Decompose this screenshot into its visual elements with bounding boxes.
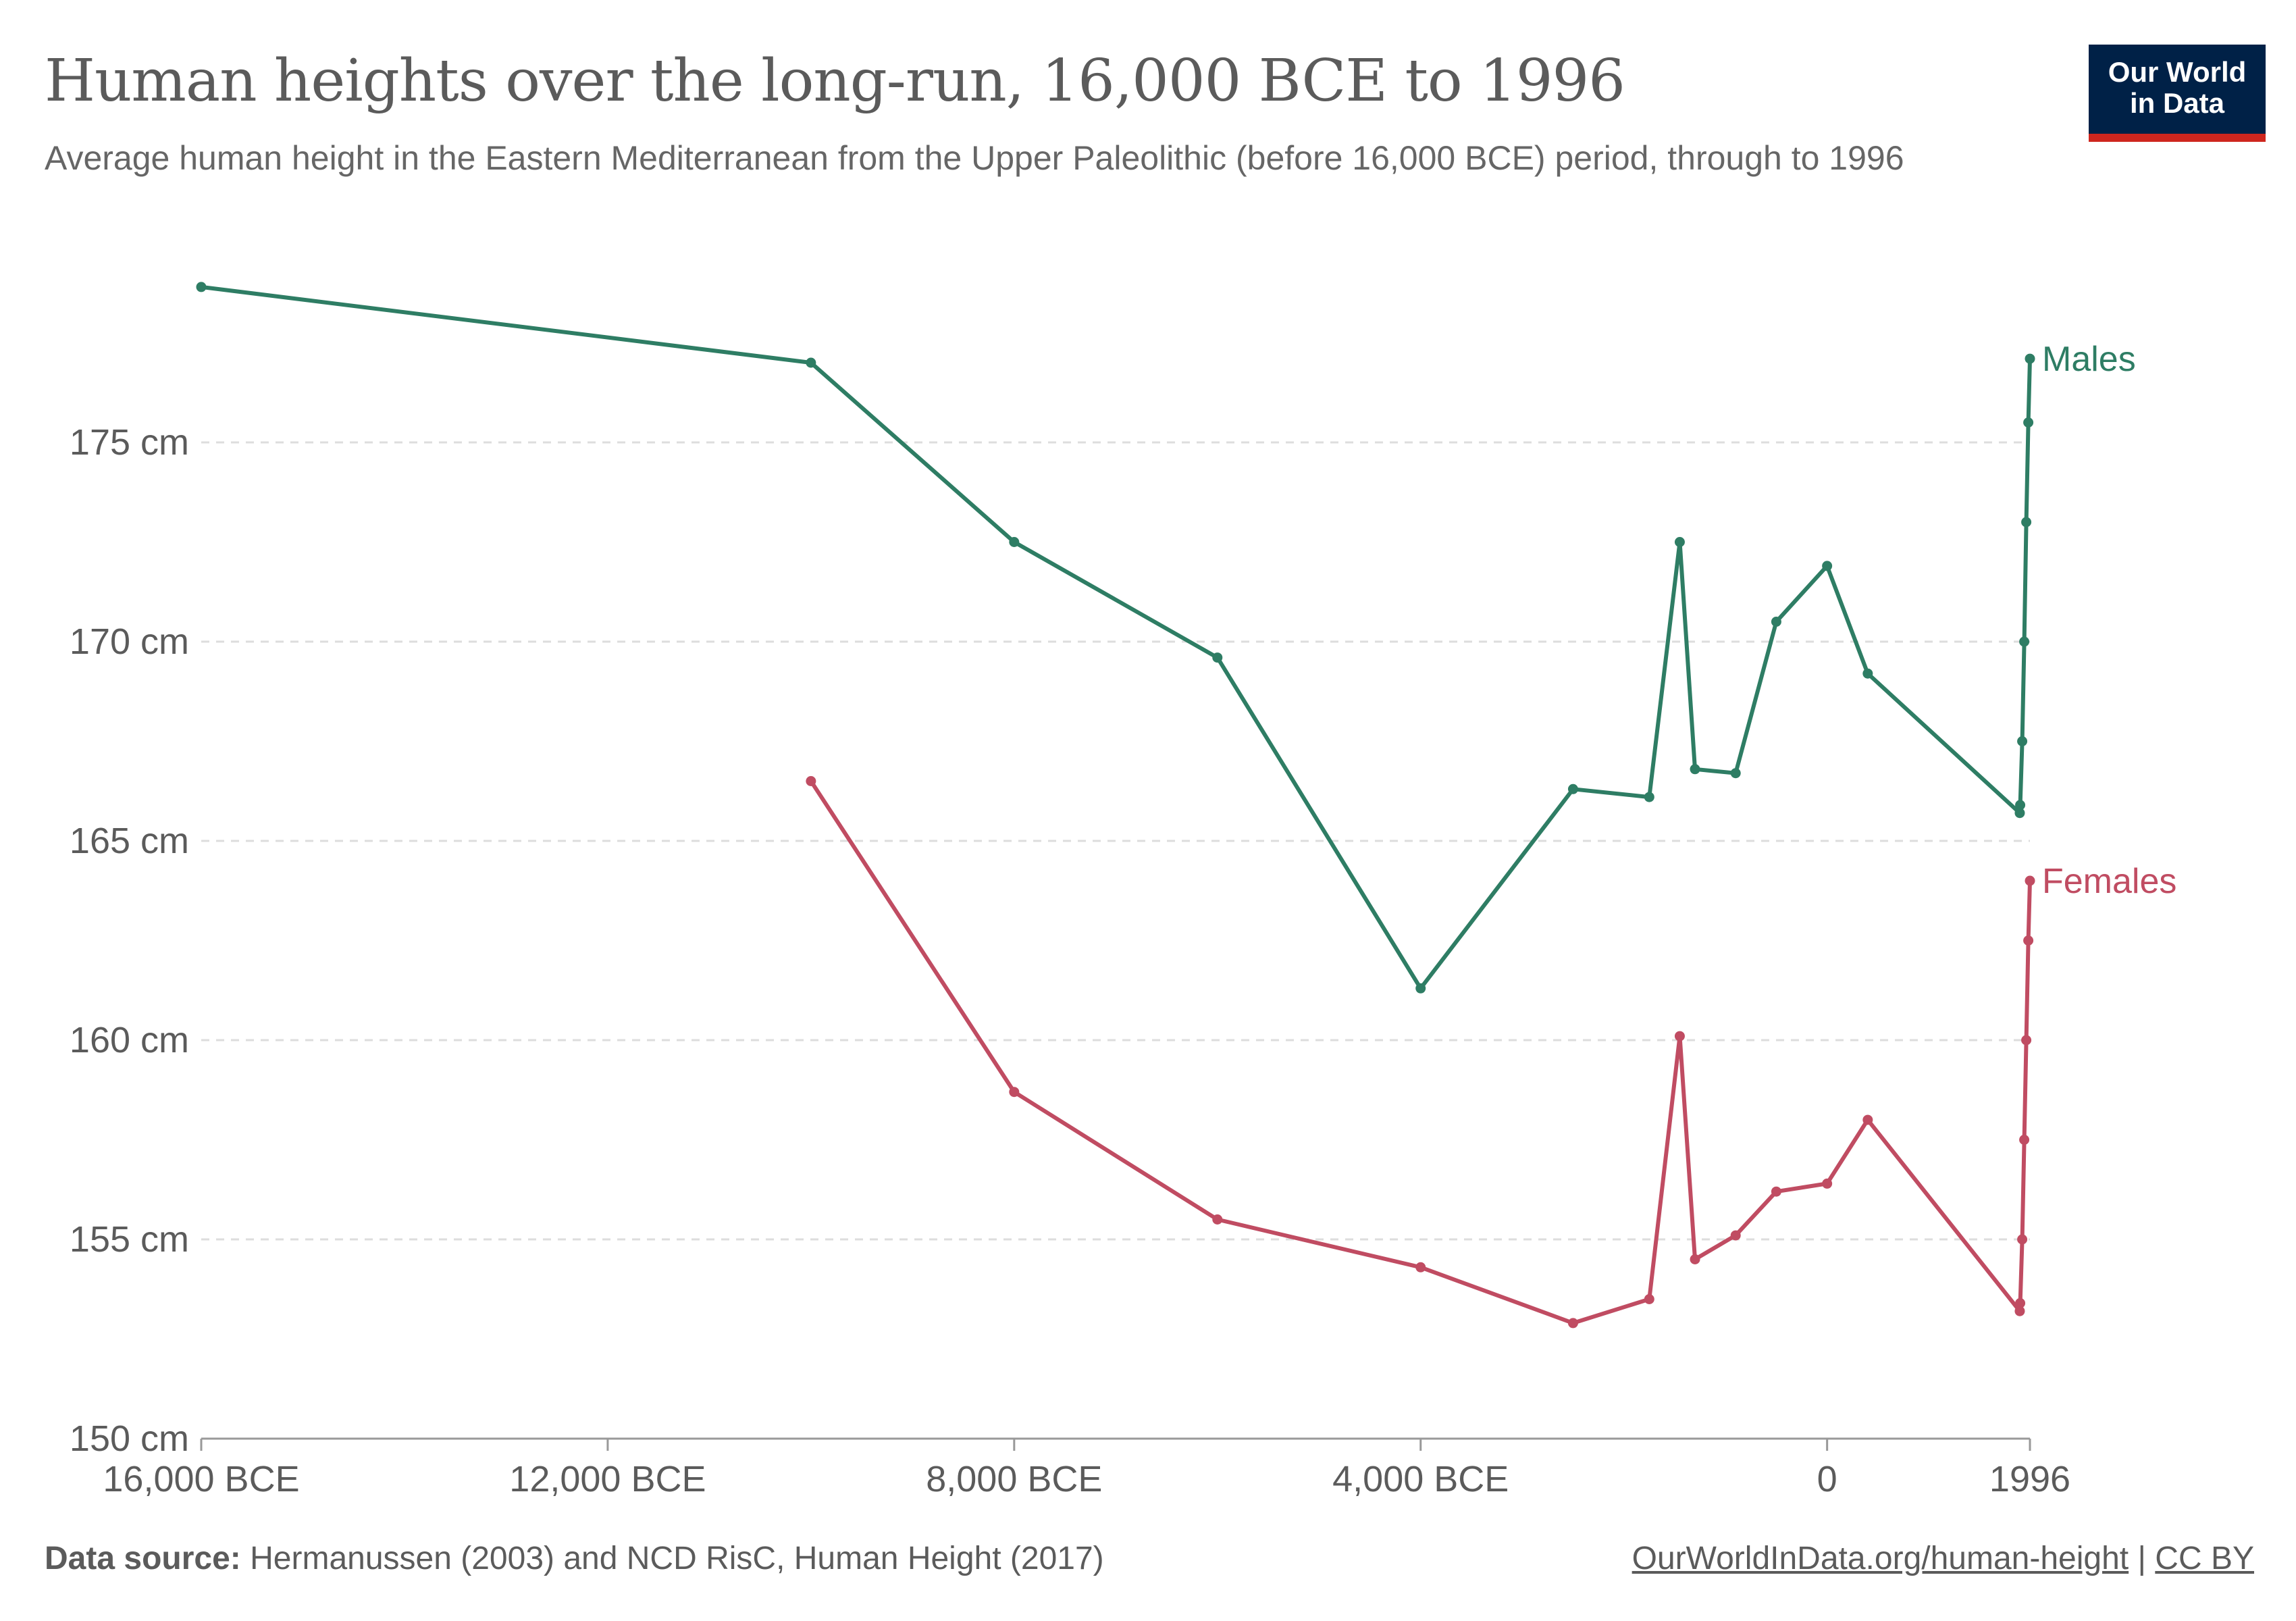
y-tick-label: 170 cm — [70, 621, 189, 662]
logo-accent-bar — [2089, 134, 2266, 142]
males-data-point — [2021, 517, 2032, 528]
chart-title: Human heights over the long-run, 16,000 … — [45, 47, 1625, 115]
y-tick-label: 155 cm — [70, 1219, 189, 1260]
x-tick-label: 0 — [1817, 1459, 1837, 1499]
data-source-label: Data source: — [45, 1541, 241, 1576]
males-data-point — [196, 282, 207, 292]
females-series-line — [808, 779, 2032, 1325]
males-data-point — [1771, 617, 1781, 627]
x-tick-label: 12,000 BCE — [509, 1459, 706, 1499]
males-data-point — [1567, 783, 1578, 794]
males-data-point — [2015, 800, 2026, 810]
males-series-line — [199, 284, 2032, 991]
females-data-point — [2023, 935, 2034, 946]
males-series-label: Males — [2042, 340, 2136, 379]
data-source: Data source: Hermanussen (2003) and NCD … — [45, 1540, 1104, 1577]
females-data-point — [2014, 1306, 2025, 1316]
females-data-point — [2017, 1234, 2028, 1245]
males-data-point — [1009, 537, 1020, 547]
females-data-point — [1009, 1087, 1020, 1098]
males-data-point — [1690, 764, 1700, 775]
males-data-point — [2023, 417, 2034, 428]
males-data-point — [806, 357, 816, 368]
females-data-point — [2019, 1135, 2030, 1145]
females-data-point — [1644, 1294, 1654, 1304]
females-data-point — [2015, 1297, 2026, 1308]
males-data-point — [2025, 353, 2035, 364]
females-data-point — [1674, 1031, 1685, 1041]
females-series-label: Females — [2042, 862, 2176, 901]
females-data-point — [1567, 1318, 1578, 1329]
males-data-point — [2019, 636, 2030, 647]
males-data-point — [1862, 668, 1873, 679]
females-data-point — [1771, 1186, 1781, 1197]
license-link[interactable]: CC BY — [2155, 1541, 2254, 1576]
males-data-point — [1822, 561, 1833, 571]
footer-separator: | — [2137, 1541, 2146, 1576]
y-tick-label: 160 cm — [70, 1020, 189, 1060]
females-data-point — [2021, 1035, 2032, 1046]
females-data-point — [1415, 1262, 1426, 1272]
males-data-point — [1415, 983, 1426, 994]
data-source-text: Hermanussen (2003) and NCD RisC, Human H… — [250, 1541, 1104, 1576]
y-tick-label: 165 cm — [70, 821, 189, 861]
chart-subtitle: Average human height in the Eastern Medi… — [45, 139, 1904, 177]
males-data-point — [2014, 808, 2025, 819]
x-tick-label: 1996 — [1989, 1459, 2070, 1499]
y-tick-label: 175 cm — [70, 422, 189, 463]
source-link[interactable]: OurWorldInData.org/human-height — [1632, 1541, 2129, 1576]
males-data-point — [1730, 768, 1741, 779]
footer-links: OurWorldInData.org/human-height | CC BY — [1632, 1540, 2254, 1577]
x-tick-label: 16,000 BCE — [103, 1459, 299, 1499]
logo-line-2: in Data — [2129, 87, 2225, 119]
males-data-point — [1644, 792, 1654, 802]
females-data-point — [1212, 1214, 1223, 1225]
females-data-point — [2025, 875, 2035, 886]
females-data-point — [1822, 1178, 1833, 1189]
males-data-point — [1674, 537, 1685, 547]
owid-logo[interactable]: Our World in Data — [2089, 45, 2266, 142]
logo-line-1: Our World — [2108, 56, 2247, 88]
y-tick-label: 150 cm — [70, 1418, 189, 1459]
females-data-point — [1730, 1230, 1741, 1241]
x-tick-label: 8,000 BCE — [926, 1459, 1102, 1499]
females-data-point — [1690, 1254, 1700, 1264]
females-data-point — [1862, 1114, 1873, 1125]
males-data-point — [2017, 736, 2028, 746]
females-data-point — [806, 776, 816, 786]
males-data-point — [1212, 652, 1223, 663]
x-tick-label: 4,000 BCE — [1332, 1459, 1509, 1499]
